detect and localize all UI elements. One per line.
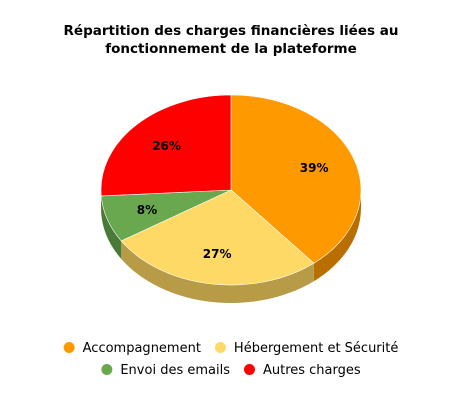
data-label-hebergement-et-securite: 27%: [203, 247, 232, 261]
pie-data-labels: 39% 27% 8% 26%: [137, 139, 329, 261]
legend-item-envoi-des-emails[interactable]: Envoi des emails: [101, 363, 230, 378]
pie-slice-hebergement-et-securite[interactable]: [120, 189, 315, 286]
chart-title-line-2: fonctionnement de la plateforme: [105, 41, 356, 57]
legend-swatch-accompagnement: [63, 342, 75, 353]
pie-slice-autres-charges[interactable]: [100, 94, 232, 197]
chart-title: Répartition des charges financières liée…: [64, 23, 399, 57]
pie-side-hebergement-et-securite: [121, 240, 314, 303]
legend-swatch-hebergement-et-securite: [214, 342, 226, 353]
legend-item-hebergement-et-securite[interactable]: Hébergement et Sécurité: [214, 341, 398, 356]
pie-slices: [100, 94, 362, 286]
legend: Accompagnement Hébergement et Sécurité Env…: [63, 341, 398, 378]
pie-slice-accompagnement[interactable]: [230, 94, 362, 264]
pie-side-accompagnement: [313, 190, 361, 282]
legend-item-autres-charges[interactable]: Autres charges: [243, 363, 361, 378]
legend-label-envoi-des-emails: Envoi des emails: [120, 363, 230, 378]
legend-label-hebergement-et-securite: Hébergement et Sécurité: [234, 341, 398, 356]
data-label-autres-charges: 26%: [152, 139, 181, 153]
legend-swatch-autres-charges: [243, 364, 255, 375]
legend-item-accompagnement[interactable]: Accompagnement: [63, 341, 201, 356]
legend-label-autres-charges: Autres charges: [263, 363, 361, 378]
data-label-accompagnement: 39%: [300, 161, 329, 175]
legend-label-accompagnement: Accompagnement: [83, 341, 201, 356]
chart-title-line-1: Répartition des charges financières liée…: [64, 23, 399, 39]
data-label-envoi-des-emails: 8%: [137, 203, 157, 217]
legend-swatch-envoi-des-emails: [101, 364, 113, 375]
